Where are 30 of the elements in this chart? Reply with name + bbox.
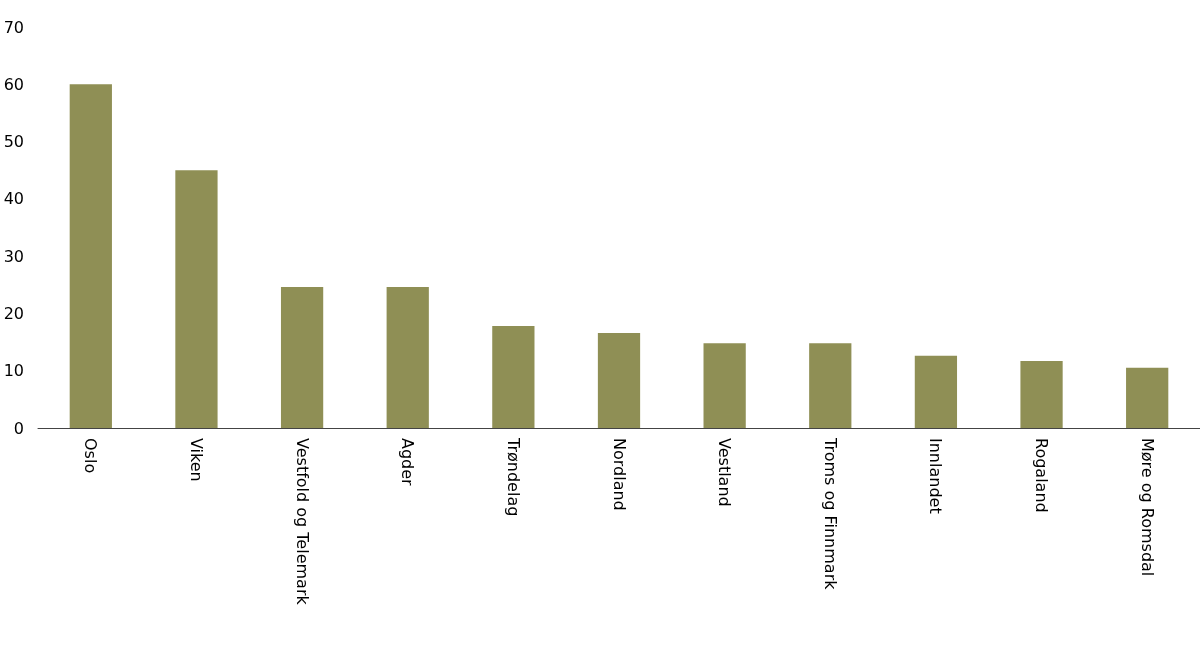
y-tick-label: 0 [13, 418, 24, 438]
bar [492, 326, 535, 428]
bar [280, 287, 324, 428]
x-tick-label: Innlandet [926, 438, 946, 514]
x-tick-label: Nordland [609, 438, 629, 511]
y-tick-label: 50 [3, 132, 24, 152]
y-tick-label: 40 [3, 189, 24, 209]
bar [69, 84, 112, 428]
bar [386, 287, 429, 428]
x-tick-label: Agder [398, 438, 418, 487]
bar [1020, 360, 1063, 428]
x-tick-label: Oslo [81, 438, 101, 474]
y-tick-label: 60 [3, 74, 24, 94]
x-tick-label: Vestfold og Telemark [292, 438, 312, 606]
x-tick-label: Vestland [715, 438, 735, 507]
bar [597, 332, 641, 428]
y-tick-label: 20 [3, 303, 24, 323]
x-tick-label: Viken [186, 438, 206, 482]
bar [809, 343, 852, 428]
bar [1126, 367, 1169, 428]
x-tick-label: Troms og Finnmark [820, 437, 840, 591]
x-tick-label: Trøndelag [503, 437, 523, 517]
bar [914, 355, 958, 428]
y-tick-label: 70 [3, 17, 24, 37]
x-tick-label: Rogaland [1032, 438, 1052, 513]
bar [175, 170, 218, 428]
x-tick-label: Møre og Romsdal [1137, 438, 1157, 577]
bar [703, 343, 746, 428]
y-tick-label: 10 [3, 361, 24, 381]
y-tick-label: 30 [3, 246, 24, 266]
